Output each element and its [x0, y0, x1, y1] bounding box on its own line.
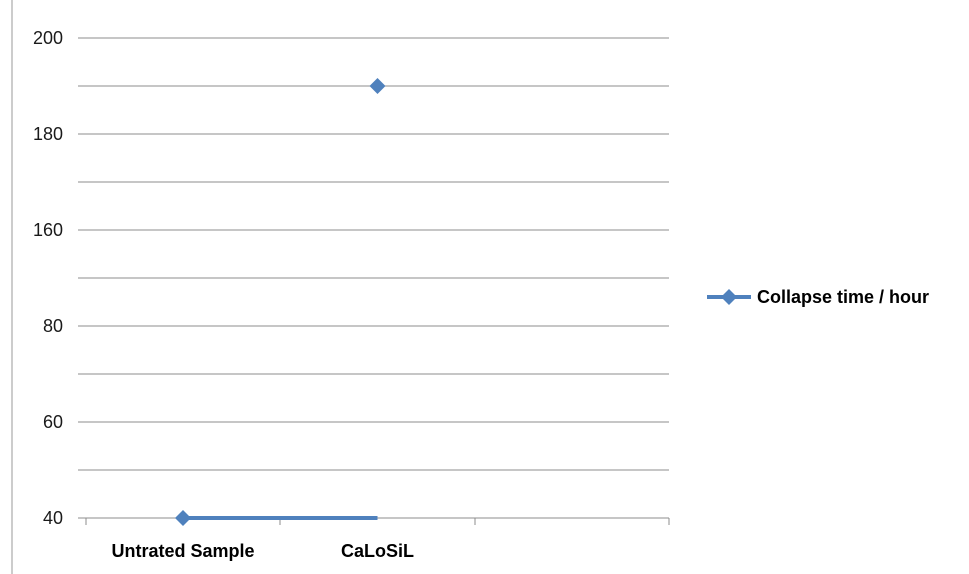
y-tick-labels: 40 60 80 160 180 200	[33, 28, 63, 528]
y-tick-label: 200	[33, 28, 63, 48]
y-tick-label: 40	[43, 508, 63, 528]
y-tick-label: 160	[33, 220, 63, 240]
y-tick-label: 60	[43, 412, 63, 432]
data-point-diamond	[369, 78, 386, 94]
legend-marker-diamond-icon	[721, 289, 737, 305]
x-category-label: Untrated Sample	[111, 541, 254, 561]
category-labels: Untrated Sample CaLoSiL	[111, 541, 414, 561]
y-tick-label: 80	[43, 316, 63, 336]
x-category-label: CaLoSiL	[341, 541, 414, 561]
legend: Collapse time / hour	[707, 287, 929, 307]
gridlines	[78, 37, 669, 519]
legend-label: Collapse time / hour	[757, 287, 929, 307]
y-tick-label: 180	[33, 124, 63, 144]
data-point-diamond	[175, 510, 191, 526]
series-group	[175, 78, 386, 526]
